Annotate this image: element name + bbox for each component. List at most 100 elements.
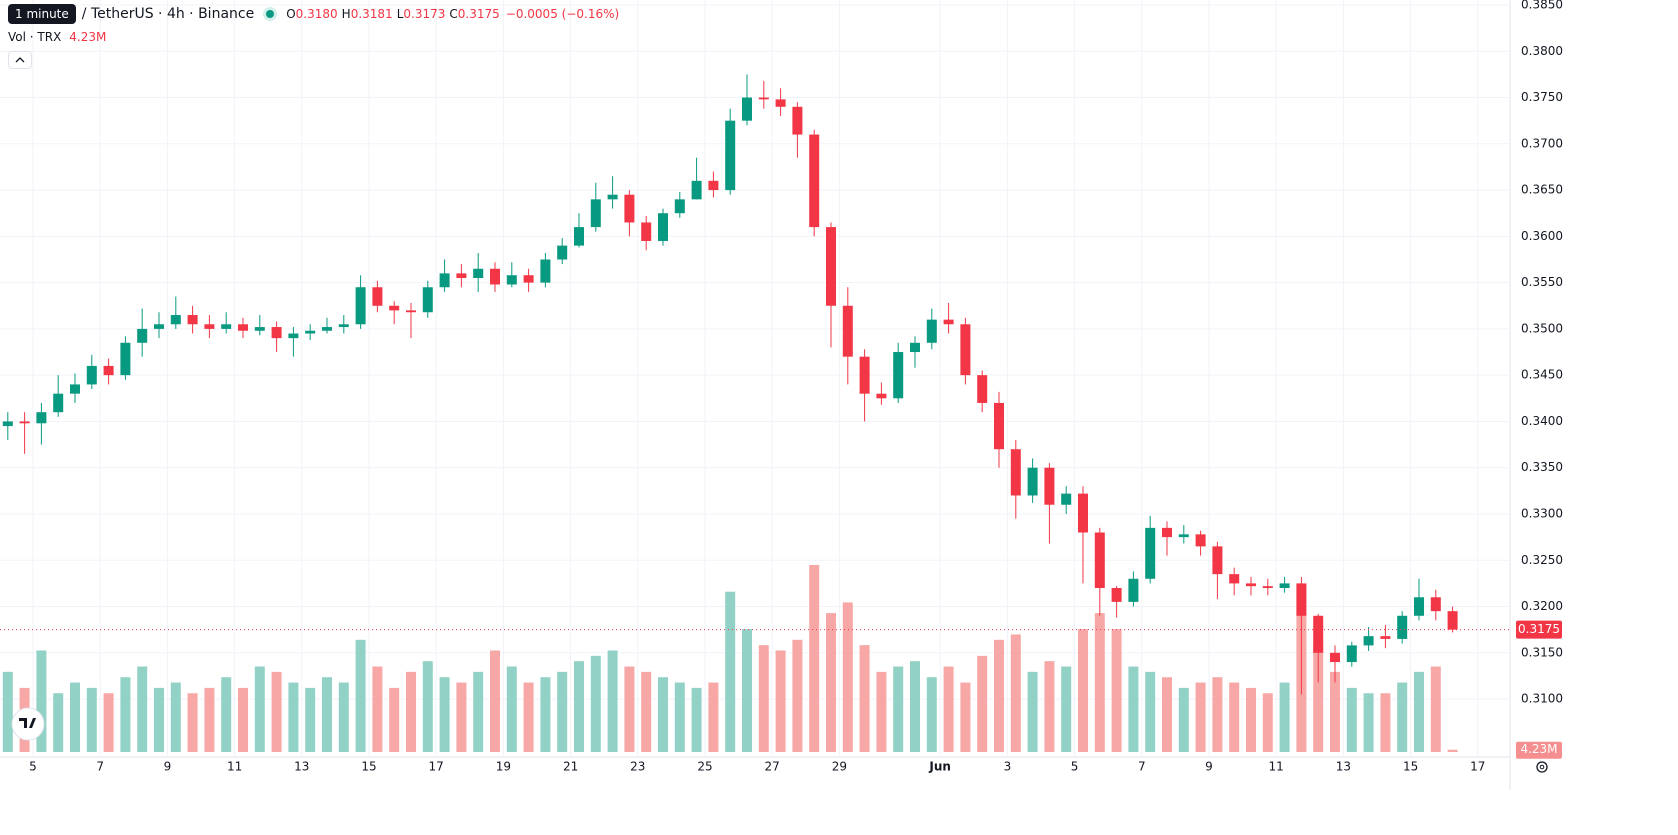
candle-body [86, 365, 97, 385]
volume-bar [1111, 629, 1122, 752]
x-tick-label: 17 [1470, 760, 1485, 774]
candle-body [977, 375, 988, 403]
candle-body [674, 199, 685, 214]
candle-body [994, 402, 1004, 450]
volume-bar [389, 687, 400, 752]
x-tick-label: 9 [1205, 760, 1213, 774]
candle-body [1145, 527, 1156, 579]
y-tick-label: 0.3750 [1521, 90, 1563, 104]
settings-icon[interactable] [1536, 761, 1548, 773]
symbol[interactable]: / TetherUS · 4h · Binance [81, 6, 255, 22]
grid [0, 0, 1510, 757]
volume-bar [607, 650, 618, 752]
y-tick-label: 0.3550 [1521, 275, 1563, 289]
tooltip: 1 minute [8, 4, 76, 24]
volume-bar [1246, 687, 1256, 752]
candle-body [691, 180, 702, 200]
candle-body [1229, 574, 1240, 584]
candle-body [1010, 449, 1021, 496]
volume-bar [708, 682, 719, 752]
volume-bar [523, 682, 534, 752]
candle-body [960, 324, 971, 376]
x-tick-label: 13 [1336, 760, 1351, 774]
y-tick-label: 0.3450 [1521, 368, 1563, 382]
volume-bar [103, 693, 114, 752]
volume-bar [70, 682, 80, 752]
volume-bar [977, 655, 988, 752]
candle-body [422, 287, 433, 313]
volume-bar [137, 666, 148, 752]
volume-bar [473, 671, 484, 752]
volume-bar [1178, 687, 1189, 752]
volume-bar [1262, 693, 1273, 752]
y-tick-label: 0.3850 [1521, 0, 1563, 11]
x-tick-label: 15 [361, 760, 376, 774]
candle-body [910, 342, 920, 353]
volume-bar [53, 693, 64, 752]
candle-body [70, 384, 80, 394]
volume-bar [758, 645, 769, 752]
volume-bar [1162, 677, 1172, 752]
candle-body [557, 245, 568, 260]
volume-bar [1229, 682, 1240, 752]
volume-bar [557, 671, 568, 752]
volume-bar [893, 666, 904, 752]
volume-bar [1010, 634, 1021, 752]
volume-bar [943, 666, 954, 752]
candle-body [1111, 588, 1122, 602]
candle-body [758, 97, 769, 100]
y-tick-label: 0.3350 [1521, 460, 1563, 474]
candle-body [1027, 467, 1038, 496]
candle-body [137, 328, 148, 343]
y-tick-label: 0.3400 [1521, 414, 1563, 428]
volume-bar [1380, 693, 1391, 752]
volume-bar [322, 677, 332, 752]
volume-bar [254, 666, 265, 752]
volume-bar [842, 602, 853, 752]
volume-bar [288, 682, 299, 752]
candle-body [170, 315, 181, 325]
y-tick-label: 0.3800 [1521, 44, 1563, 58]
collapse-button[interactable] [8, 51, 32, 69]
volume-bar [1044, 661, 1055, 752]
candle-body [1330, 652, 1340, 663]
x-tick-label: 3 [1004, 760, 1012, 774]
candle-body [1363, 636, 1374, 646]
volume-bar [238, 687, 248, 752]
volume-bar [1145, 671, 1156, 752]
volume-bar [1094, 613, 1105, 752]
y-tick-label: 0.3300 [1521, 506, 1563, 520]
volume-bar [809, 565, 820, 752]
candle-body [926, 319, 937, 343]
x-tick-label: 15 [1403, 760, 1418, 774]
candle-body [238, 324, 248, 331]
candle-body [641, 222, 652, 241]
volume-bar [1447, 749, 1458, 752]
candle-body [624, 194, 635, 223]
volume-bar [994, 639, 1004, 752]
candle-body [355, 287, 366, 325]
candle-body [725, 120, 736, 191]
x-tick-label: 7 [1138, 760, 1146, 774]
candle-body [574, 227, 584, 246]
candle-body [607, 194, 618, 200]
candle-body [1262, 586, 1273, 589]
volume-bar [406, 671, 416, 752]
volume-bar [154, 687, 164, 752]
candle-body [1346, 645, 1357, 663]
volume-bar [372, 666, 383, 752]
volume-bar [338, 682, 349, 752]
volume-bar [725, 591, 736, 752]
candle-body [490, 268, 500, 285]
volume-bar [1279, 682, 1290, 752]
x-tick-label: 13 [294, 760, 309, 774]
volume-bar [876, 671, 887, 752]
change: −0.0005 (−0.16%) [505, 7, 620, 21]
candle-body [53, 393, 64, 413]
ohlc-key: O [286, 7, 296, 21]
candle-body [1061, 493, 1072, 505]
x-tick-label: 7 [96, 760, 104, 774]
volume-bar [691, 687, 702, 752]
x-tick-label: 5 [29, 760, 37, 774]
